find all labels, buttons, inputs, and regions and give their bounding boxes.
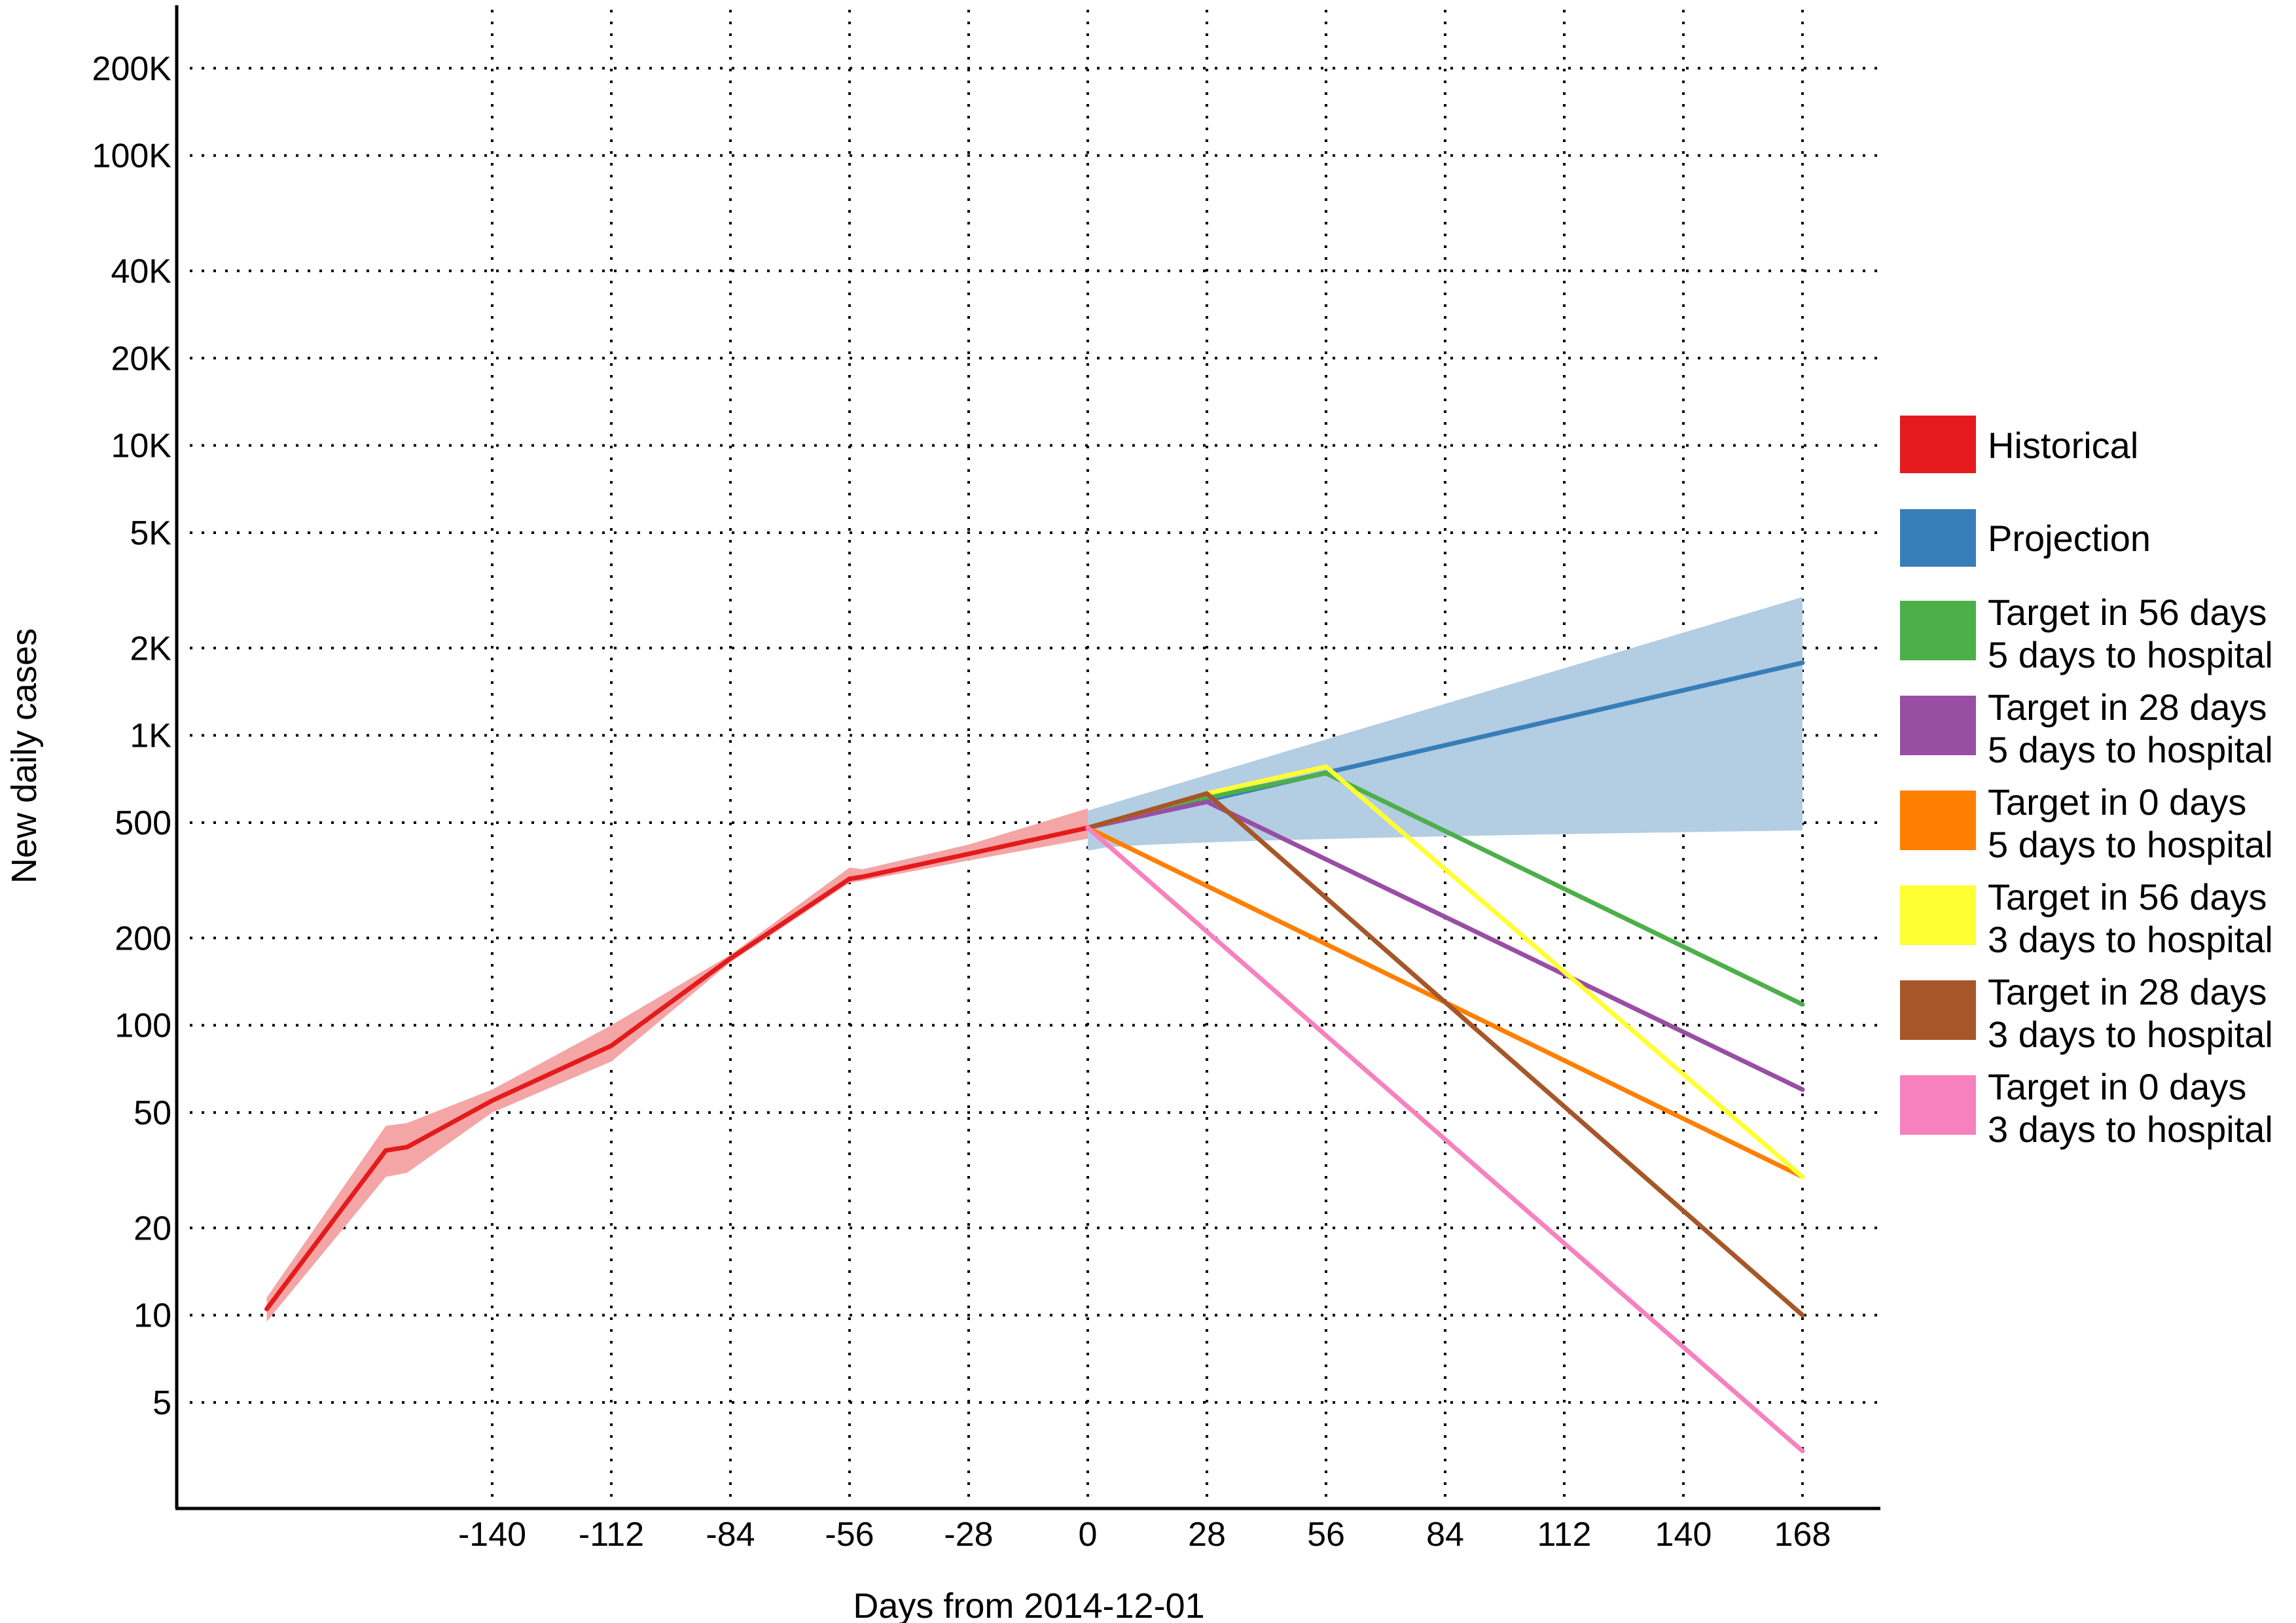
series-line-target-in-0-days-3-days-to-hospital xyxy=(1085,825,1805,1454)
confidence-bands xyxy=(266,597,1803,1322)
legend-swatch xyxy=(1900,791,1976,850)
y-tick-label: 20 xyxy=(134,1209,171,1247)
x-tick-label: 0 xyxy=(1079,1516,1098,1554)
grid-lines xyxy=(190,10,1880,1505)
x-tick-labels: -140 -112 -84 -56 -28 0 28 56 84 112 140 168 xyxy=(458,1516,1831,1554)
legend-label: Target in 28 days xyxy=(1988,971,2267,1012)
y-tick-label: 5K xyxy=(130,514,171,552)
legend-swatch xyxy=(1900,1075,1976,1135)
series-lines xyxy=(264,660,1805,1454)
y-tick-label: 2K xyxy=(130,630,171,668)
legend-label-line2: 3 days to hospital xyxy=(1988,1014,2273,1055)
y-tick-label: 100K xyxy=(92,137,172,175)
y-tick-label: 1K xyxy=(130,717,171,755)
series-line-target-in-28-days-3-days-to-hospital xyxy=(1085,791,1805,1318)
y-tick-label: 100 xyxy=(115,1007,171,1045)
y-tick-label: 10K xyxy=(111,427,171,465)
y-tick-label: 5 xyxy=(152,1384,171,1422)
band-historical xyxy=(266,808,1088,1322)
legend-label: Target in 0 days xyxy=(1988,781,2246,823)
legend-label: Historical xyxy=(1988,425,2138,466)
legend-label-line2: 5 days to hospital xyxy=(1988,729,2273,770)
x-tick-label: -112 xyxy=(579,1516,644,1554)
y-tick-label: 40K xyxy=(111,253,171,291)
x-tick-label: -28 xyxy=(944,1516,993,1554)
legend-swatch xyxy=(1900,980,1976,1040)
y-tick-label: 500 xyxy=(115,804,171,842)
y-tick-label: 200K xyxy=(92,50,172,88)
x-tick-label: 168 xyxy=(1774,1516,1831,1554)
x-tick-label: 112 xyxy=(1537,1516,1592,1554)
y-tick-label: 10 xyxy=(134,1297,171,1335)
legend-label-line2: 5 days to hospital xyxy=(1988,824,2273,865)
legend-label: Projection xyxy=(1988,518,2151,559)
y-tick-label: 200 xyxy=(115,919,171,957)
legend-label-line2: 5 days to hospital xyxy=(1988,634,2273,675)
legend-swatch xyxy=(1900,885,1976,945)
legend-swatch xyxy=(1900,416,1976,473)
legend-swatch xyxy=(1900,696,1976,755)
legend-label: Target in 28 days xyxy=(1988,687,2267,728)
axes xyxy=(175,5,1880,1510)
y-tick-label: 20K xyxy=(111,340,171,378)
legend-label-line2: 3 days to hospital xyxy=(1988,919,2273,960)
x-tick-label: 28 xyxy=(1188,1516,1226,1554)
series-line-historical xyxy=(264,825,1090,1311)
legend-swatch xyxy=(1900,601,1976,660)
legend-label: Target in 56 days xyxy=(1988,592,2267,633)
x-tick-label: 84 xyxy=(1426,1516,1464,1554)
y-tick-label: 50 xyxy=(134,1094,171,1132)
x-tick-label: -56 xyxy=(825,1516,874,1554)
legend-swatch xyxy=(1900,509,1976,567)
y-axis-title: New daily cases xyxy=(5,628,44,883)
y-tick-labels: 5 10 20 50 100 200 500 1K 2K 5K 10K 20K 40K 100K 200K xyxy=(92,50,172,1422)
x-axis-title: Days from 2014-12-01 xyxy=(853,1586,1204,1623)
legend-label-line2: 3 days to hospital xyxy=(1988,1109,2273,1150)
x-tick-label: 140 xyxy=(1655,1516,1712,1554)
x-tick-label: 56 xyxy=(1307,1516,1345,1554)
x-tick-label: -84 xyxy=(706,1516,755,1554)
legend-label: Target in 0 days xyxy=(1988,1066,2246,1107)
x-tick-label: -140 xyxy=(458,1516,526,1554)
legend-label: Target in 56 days xyxy=(1988,876,2267,918)
series-line-target-in-28-days-5-days-to-hospital xyxy=(1085,799,1805,1092)
